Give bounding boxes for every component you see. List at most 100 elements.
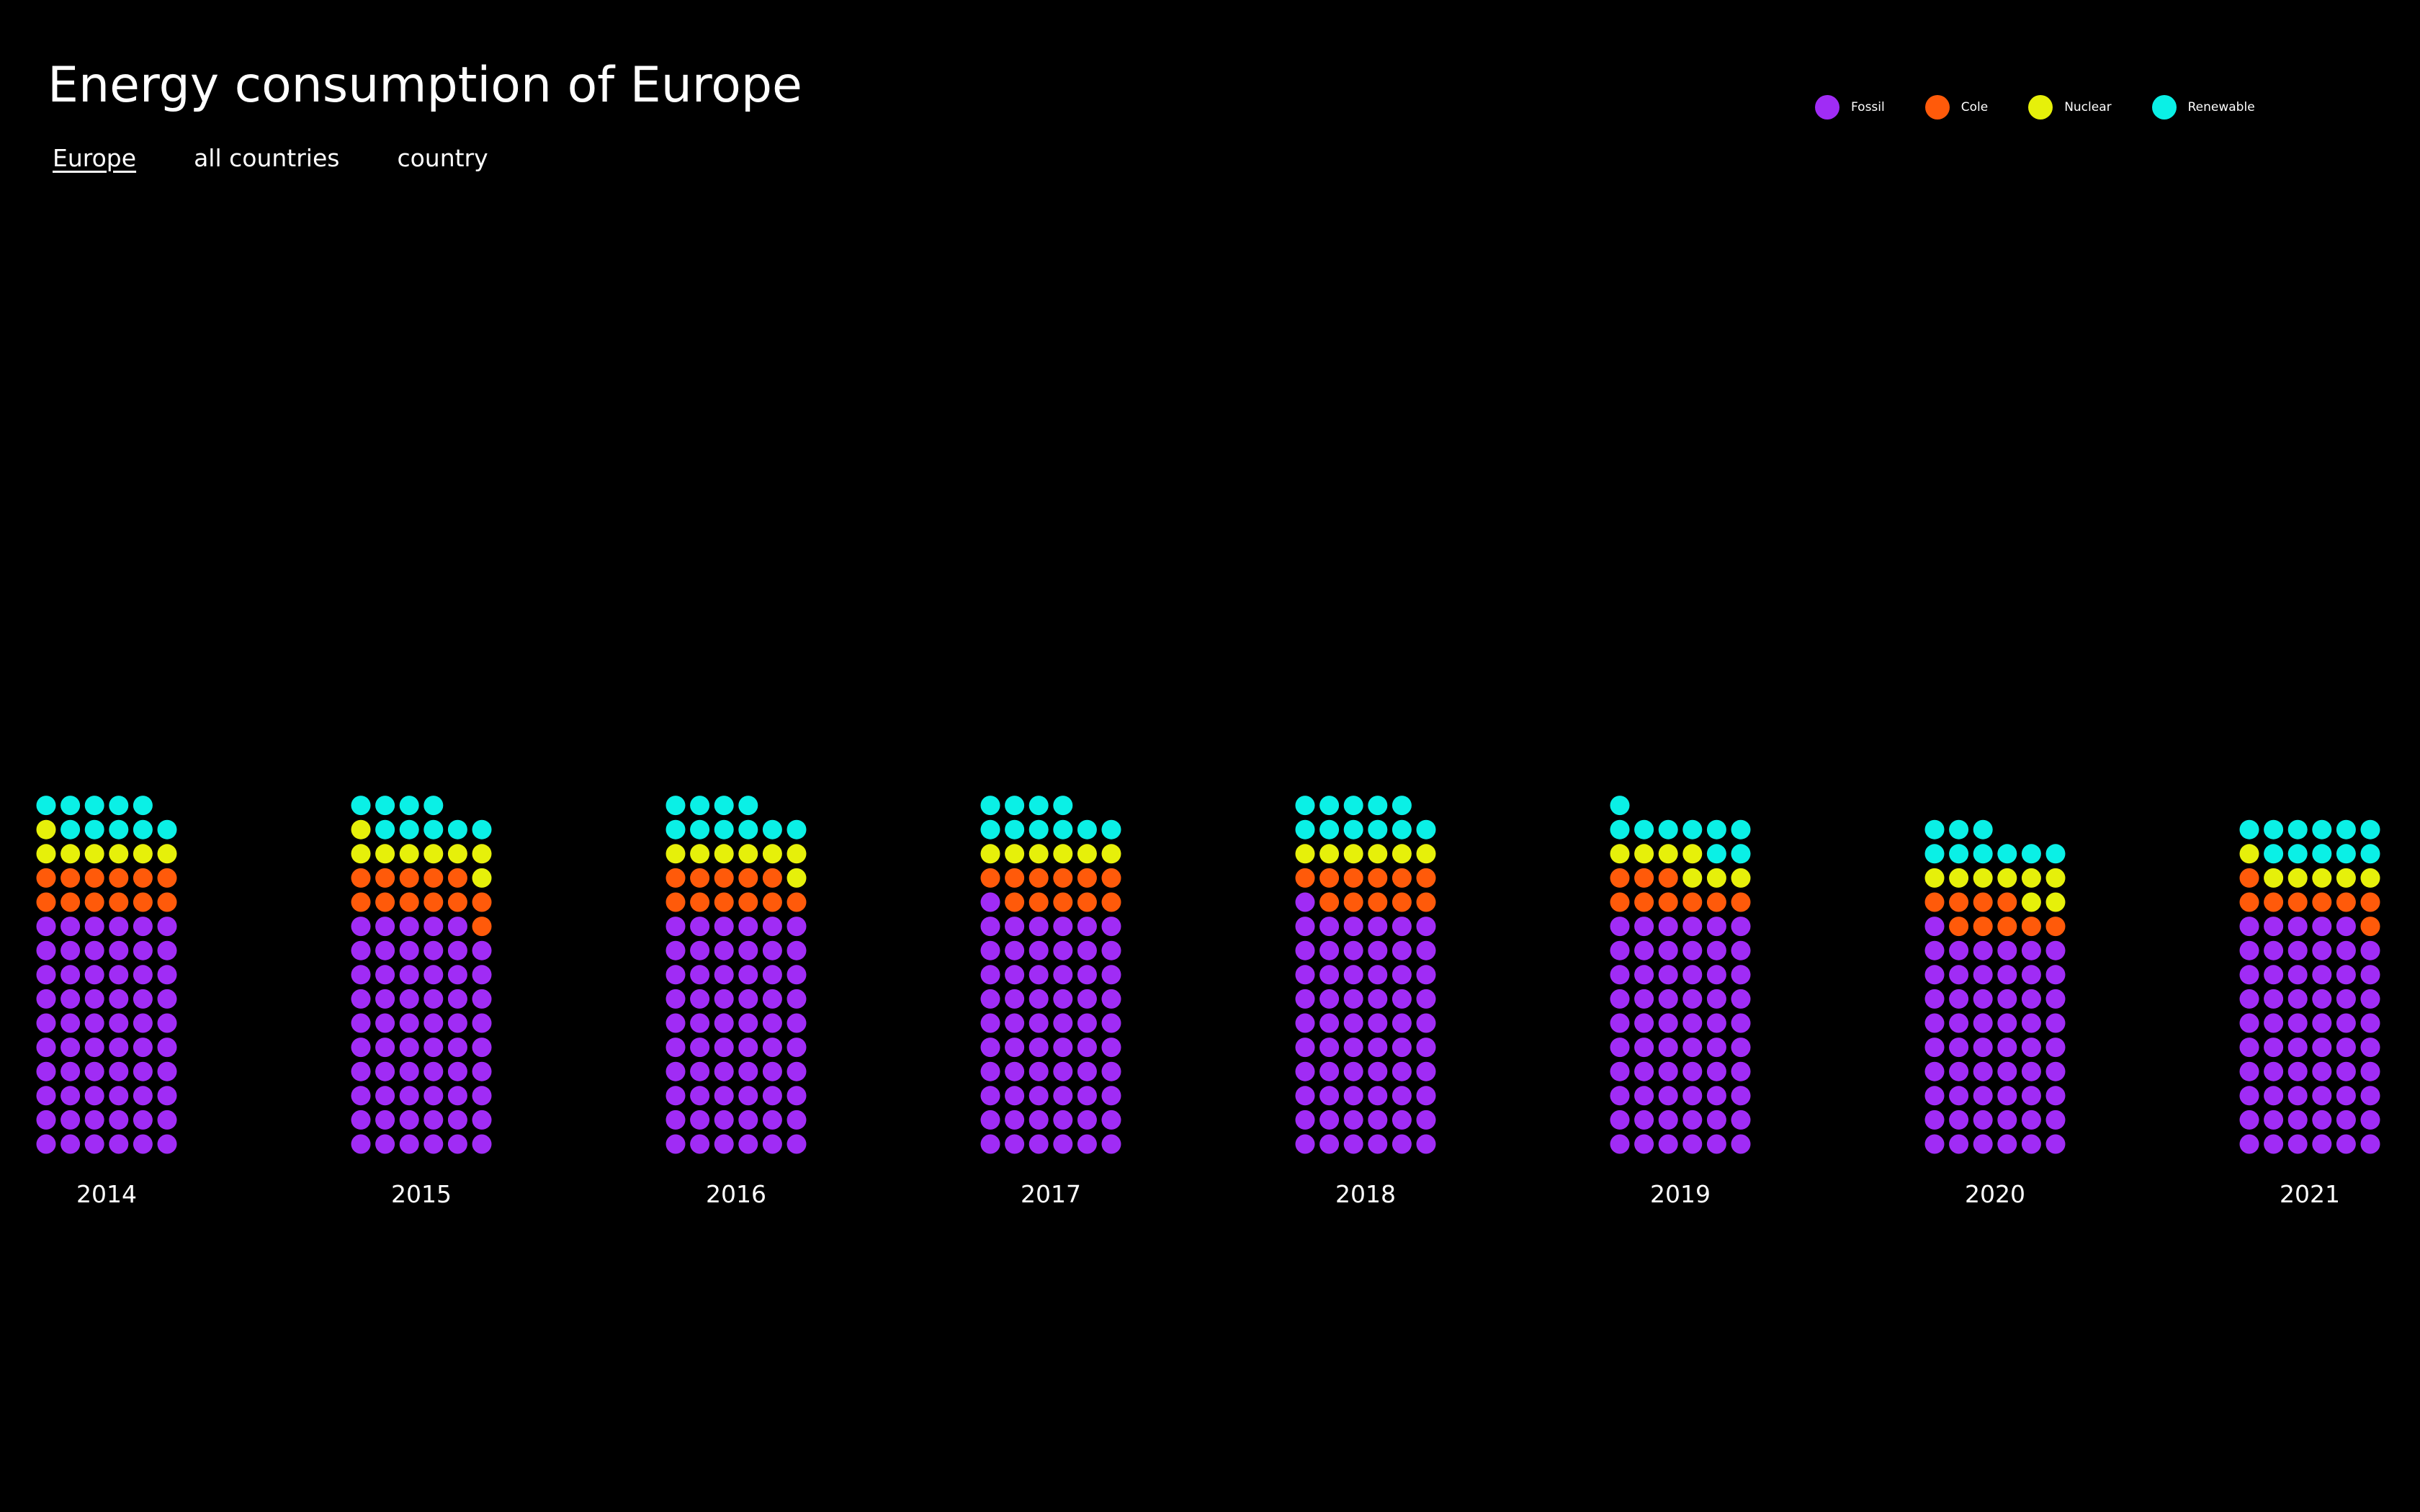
legend-label-fossil: Fossil (1851, 100, 1885, 114)
dot-renewable-2021 (2287, 819, 2308, 840)
dot-fossil-2014 (109, 965, 129, 985)
dot-fossil-2014 (60, 1110, 81, 1130)
dot-fossil-2014 (133, 940, 153, 960)
tab-country[interactable]: country (397, 144, 488, 172)
dot-fossil-2021 (2336, 917, 2356, 937)
tab-all-countries[interactable]: all countries (194, 144, 340, 172)
dot-fossil-2018 (1343, 1086, 1363, 1106)
dot-nuclear-2015 (472, 868, 492, 888)
dot-renewable-2016 (762, 819, 782, 840)
dot-fossil-2018 (1295, 1013, 1315, 1033)
dot-fossil-2019 (1731, 1110, 1751, 1130)
dot-fossil-2017 (1077, 1086, 1097, 1106)
dot-cole-2018 (1416, 868, 1436, 888)
dot-fossil-2020 (2021, 965, 2041, 985)
dot-cole-2014 (36, 868, 56, 888)
dot-fossil-2021 (2360, 940, 2380, 960)
dot-fossil-2014 (36, 1038, 56, 1058)
dot-fossil-2020 (1973, 940, 1993, 960)
year-label-2014: 2014 (76, 1180, 137, 1208)
dot-fossil-2020 (2021, 1086, 2041, 1106)
dot-fossil-2021 (2239, 1013, 2259, 1033)
dot-cole-2016 (690, 892, 710, 912)
dot-fossil-2016 (738, 1134, 758, 1154)
dot-nuclear-2021 (2312, 868, 2332, 888)
dot-renewable-2015 (424, 819, 444, 840)
dot-renewable-2016 (714, 796, 734, 816)
dot-nuclear-2020 (2045, 868, 2066, 888)
dot-fossil-2015 (399, 1038, 419, 1058)
dot-fossil-2020 (1997, 1110, 2017, 1130)
dot-fossil-2016 (690, 1134, 710, 1154)
dot-fossil-2018 (1368, 917, 1388, 937)
dot-renewable-2016 (714, 819, 734, 840)
dot-fossil-2018 (1295, 1134, 1315, 1154)
dot-fossil-2016 (738, 1038, 758, 1058)
dot-fossil-2021 (2239, 1110, 2259, 1130)
dot-fossil-2014 (157, 1013, 177, 1033)
dot-fossil-2019 (1610, 1061, 1630, 1081)
dot-fossil-2017 (980, 1110, 1000, 1130)
dot-renewable-2017 (980, 819, 1000, 840)
dot-fossil-2015 (447, 917, 467, 937)
dot-fossil-2017 (1005, 1134, 1025, 1154)
dot-fossil-2016 (714, 917, 734, 937)
dot-fossil-2016 (762, 1134, 782, 1154)
dot-fossil-2015 (375, 917, 395, 937)
dot-fossil-2016 (666, 917, 686, 937)
dot-fossil-2018 (1319, 1134, 1340, 1154)
dot-fossil-2016 (786, 917, 807, 937)
dot-fossil-2018 (1343, 1013, 1363, 1033)
dot-fossil-2015 (399, 1110, 419, 1130)
dot-fossil-2021 (2239, 1061, 2259, 1081)
dot-fossil-2016 (762, 965, 782, 985)
dot-fossil-2015 (399, 989, 419, 1009)
dot-renewable-2021 (2287, 844, 2308, 864)
dot-fossil-2021 (2264, 940, 2284, 960)
dot-fossil-2018 (1343, 1038, 1363, 1058)
waffle-group-2015: 2015 (351, 796, 492, 1208)
dot-cole-2015 (351, 892, 371, 912)
dot-fossil-2019 (1610, 940, 1630, 960)
dot-fossil-2017 (1077, 1110, 1097, 1130)
dot-cole-2018 (1392, 892, 1412, 912)
dot-cole-2018 (1295, 868, 1315, 888)
dot-fossil-2018 (1343, 1110, 1363, 1130)
dot-renewable-2014 (36, 796, 56, 816)
dot-fossil-2021 (2360, 989, 2380, 1009)
dot-nuclear-2020 (2021, 892, 2041, 912)
dot-fossil-2016 (786, 1134, 807, 1154)
dot-fossil-2020 (1997, 1038, 2017, 1058)
dot-fossil-2020 (1949, 1061, 1969, 1081)
tab-europe[interactable]: Europe (53, 144, 137, 172)
dot-fossil-2020 (1973, 965, 1993, 985)
dot-fossil-2014 (36, 1061, 56, 1081)
dot-cole-2017 (1077, 892, 1097, 912)
dot-fossil-2015 (375, 1061, 395, 1081)
dot-fossil-2015 (424, 989, 444, 1009)
dot-fossil-2020 (2045, 1086, 2066, 1106)
dot-fossil-2019 (1610, 965, 1630, 985)
dot-fossil-2019 (1706, 989, 1726, 1009)
dot-nuclear-2019 (1682, 868, 1703, 888)
dot-fossil-2021 (2239, 1038, 2259, 1058)
dot-fossil-2014 (133, 989, 153, 1009)
dot-fossil-2019 (1706, 1134, 1726, 1154)
dot-nuclear-2019 (1706, 868, 1726, 888)
dot-fossil-2017 (1101, 1086, 1121, 1106)
dot-cole-2014 (60, 892, 81, 912)
dot-renewable-2020 (1924, 819, 1945, 840)
dot-fossil-2021 (2264, 1038, 2284, 1058)
dot-fossil-2015 (375, 965, 395, 985)
legend-dot-cole (1924, 95, 1950, 120)
dot-cole-2016 (786, 892, 807, 912)
dot-fossil-2021 (2239, 940, 2259, 960)
dot-fossil-2016 (666, 1061, 686, 1081)
dot-cole-2017 (1053, 868, 1073, 888)
dot-fossil-2014 (109, 989, 129, 1009)
dot-cole-2015 (447, 868, 467, 888)
dot-renewable-2020 (1997, 844, 2017, 864)
dot-nuclear-2019 (1610, 844, 1630, 864)
dot-renewable-2018 (1368, 819, 1388, 840)
dot-fossil-2014 (60, 965, 81, 985)
